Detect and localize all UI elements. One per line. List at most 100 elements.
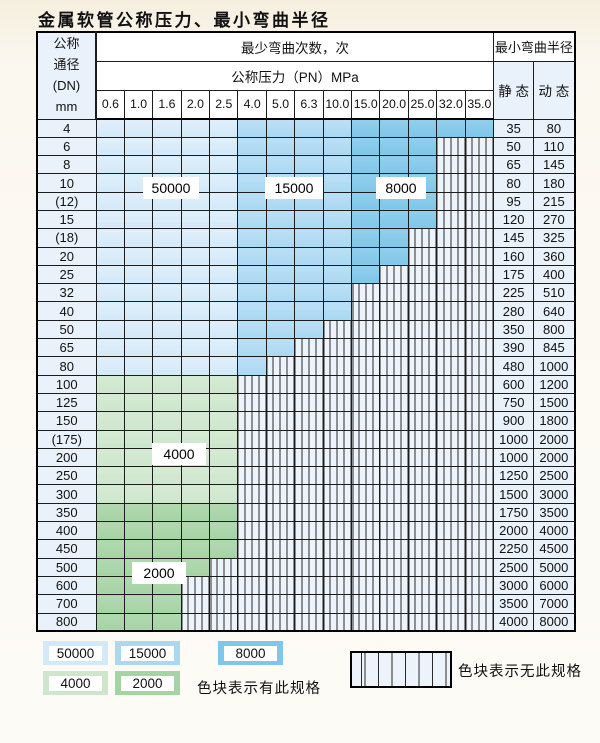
- pressure-cell: [209, 338, 239, 358]
- pressure-cell: [407, 594, 438, 614]
- pressure-cell: [209, 173, 239, 193]
- pressure-cell: [265, 283, 296, 303]
- pressure-cell: [436, 301, 466, 321]
- dn-cell: 25: [36, 264, 97, 285]
- pressure-cell: [237, 301, 267, 321]
- page-title: 金属软管公称压力、最小弯曲半径: [38, 11, 331, 31]
- pressure-cell: [379, 466, 409, 486]
- pressure-cell: [237, 191, 267, 211]
- pressure-cell: [464, 118, 495, 138]
- legend-chip-2000: 2000: [115, 671, 180, 695]
- pressure-cell: [237, 612, 267, 632]
- pressure-cell: [379, 209, 409, 230]
- table-row: (18) 145 325: [36, 228, 576, 248]
- static-value-cell: 900: [493, 411, 535, 431]
- pressure-cell: [95, 118, 125, 138]
- pressure-cell: [436, 484, 466, 504]
- pressure-cell: [265, 575, 296, 596]
- table-row: 65 390 845: [36, 338, 576, 358]
- table-row: 800 4000 8000: [36, 612, 576, 632]
- pressure-cell: [351, 301, 381, 321]
- cycle-count-label: 4000: [152, 443, 206, 465]
- pressure-cell: [351, 594, 381, 614]
- pressure-cell: [265, 209, 296, 230]
- pressure-cell: [95, 557, 125, 577]
- pressure-cell: [464, 191, 495, 211]
- table-row: 50 350 800: [36, 319, 576, 340]
- pressure-cell: [95, 502, 125, 523]
- pressure-cell: [379, 392, 409, 413]
- dn-cell: 6: [36, 136, 97, 157]
- pressure-cell: [123, 411, 154, 431]
- pressure-cell: [436, 228, 466, 248]
- pressure-cell: [436, 319, 466, 340]
- pressure-cell: [351, 466, 381, 486]
- dynamic-value-cell: 800: [533, 319, 576, 340]
- pressure-cell: [379, 155, 409, 175]
- pressure-cell: [152, 155, 182, 175]
- dn-header-line: 通径: [53, 56, 80, 72]
- pressure-cell: [209, 209, 239, 230]
- pressure-col-header: 6.3: [294, 89, 324, 120]
- pressure-cell: [123, 246, 154, 266]
- pressure-cell: [237, 136, 267, 157]
- pressure-cell: [351, 502, 381, 523]
- table-row: 25 175 400: [36, 264, 576, 285]
- pressure-cell: [95, 447, 125, 468]
- pressure-cell: [123, 319, 154, 340]
- pressure-cell: [123, 392, 154, 413]
- pressure-cell: [180, 557, 211, 577]
- pressure-cell: [95, 374, 125, 394]
- pressure-cell: [152, 594, 182, 614]
- dynamic-value-cell: 8000: [533, 612, 576, 632]
- pressure-cell: [322, 447, 353, 468]
- pressure-cell: [294, 118, 324, 138]
- dn-header: 公称 通径 (DN) mm: [36, 31, 97, 120]
- pressure-cell: [209, 575, 239, 596]
- pressure-cell: [237, 246, 267, 266]
- pressure-cell: [322, 502, 353, 523]
- legend-chip-value: 50000: [49, 645, 102, 661]
- legend-chip-value: 15000: [121, 645, 174, 661]
- pressure-cell: [351, 246, 381, 266]
- pressure-cell: [351, 447, 381, 468]
- pressure-col-header: 35.0: [464, 89, 495, 120]
- dn-cell: 4: [36, 118, 97, 138]
- dn-cell: (18): [36, 228, 97, 248]
- pressure-cell: [464, 374, 495, 394]
- pressure-cell: [351, 557, 381, 577]
- pressure-cell: [436, 191, 466, 211]
- pressure-cell: [436, 411, 466, 431]
- dn-header-line: 公称: [53, 36, 80, 52]
- pressure-cell: [322, 191, 353, 211]
- dn-cell: 400: [36, 521, 97, 541]
- pressure-cell: [265, 136, 296, 157]
- pressure-cell: [180, 301, 211, 321]
- pressure-cell: [322, 594, 353, 614]
- pressure-cell: [464, 283, 495, 303]
- pressure-cell: [95, 612, 125, 632]
- pressure-cell: [464, 173, 495, 193]
- pressure-cell: [464, 429, 495, 449]
- dynamic-value-cell: 1000: [533, 356, 576, 376]
- pressure-cell: [379, 575, 409, 596]
- table-row: (12) 95 215: [36, 191, 576, 211]
- pressure-cell: [322, 228, 353, 248]
- pressure-cell: [436, 209, 466, 230]
- pressure-cell: [237, 502, 267, 523]
- pressure-cell: [237, 264, 267, 285]
- pressure-cell: [180, 338, 211, 358]
- pressure-cell: [237, 209, 267, 230]
- pressure-cell: [294, 264, 324, 285]
- pressure-cell: [351, 575, 381, 596]
- table-row: 450 2250 4500: [36, 539, 576, 559]
- pressure-cell: [379, 118, 409, 138]
- pressure-cell: [294, 539, 324, 559]
- pressure-cell: [407, 392, 438, 413]
- pressure-cell: [322, 136, 353, 157]
- pressure-cell: [294, 356, 324, 376]
- pressure-cell: [152, 612, 182, 632]
- pressure-cell: [436, 173, 466, 193]
- pressure-cell: [265, 521, 296, 541]
- pressure-cell: [152, 539, 182, 559]
